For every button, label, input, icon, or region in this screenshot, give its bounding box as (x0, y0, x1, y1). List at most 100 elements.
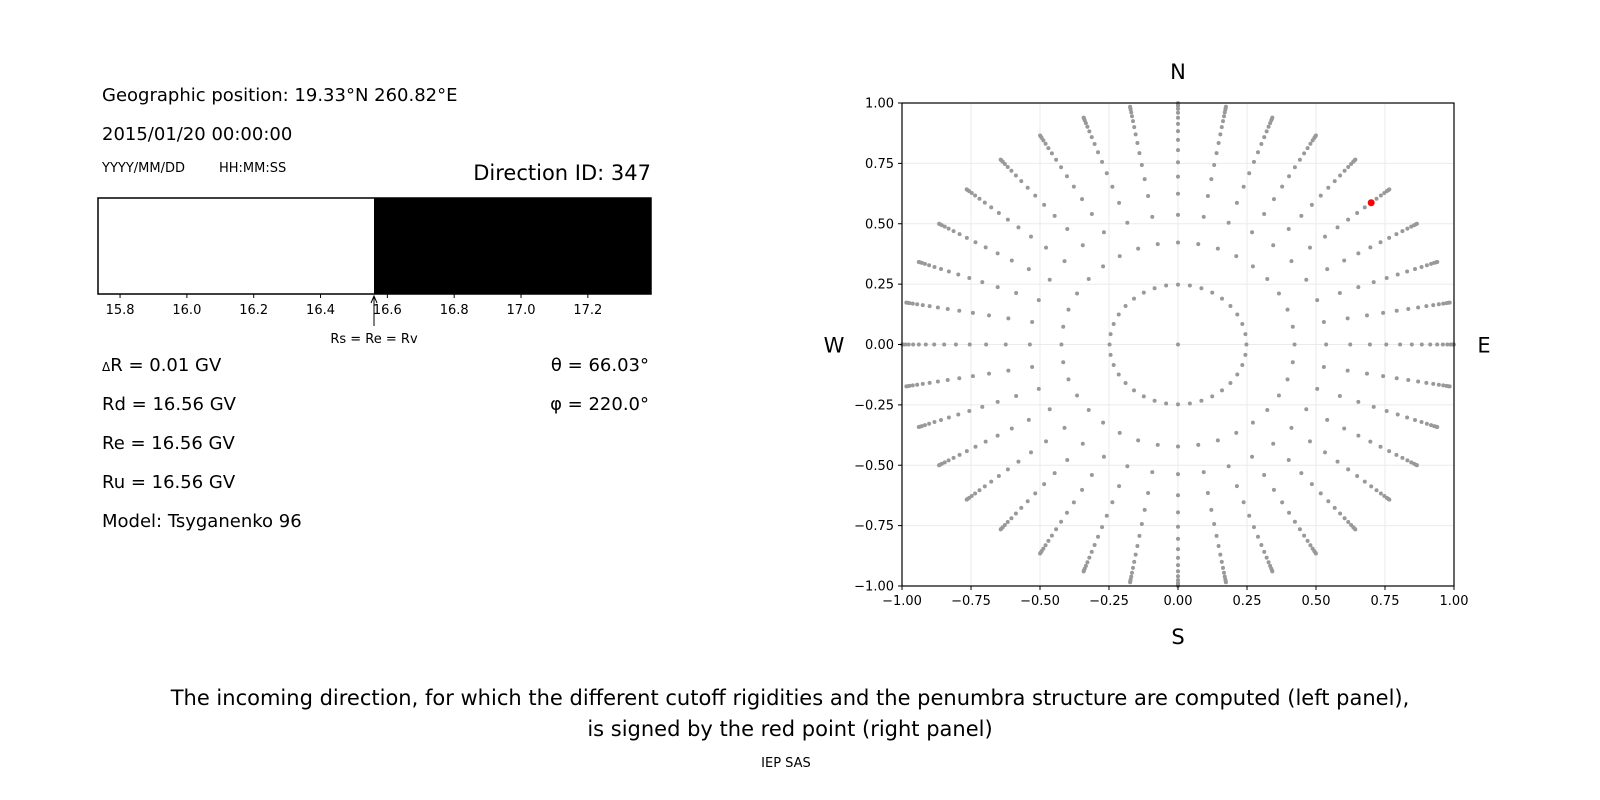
grid-point (1445, 342, 1450, 347)
grid-point (1228, 304, 1233, 309)
x-tick-label: 0.50 (1302, 594, 1331, 609)
grid-point (1220, 388, 1224, 393)
grid-point (1271, 441, 1276, 446)
grid-point (1080, 441, 1085, 446)
grid-point (1270, 569, 1275, 574)
y-tick-label: −0.25 (854, 398, 894, 413)
grid-point (1356, 433, 1361, 438)
grid-point (1128, 580, 1133, 585)
grid-point (1117, 484, 1122, 489)
grid-point (1308, 543, 1313, 548)
grid-point (1038, 551, 1043, 556)
grid-point (1271, 487, 1276, 492)
grid-point (1234, 430, 1239, 435)
grid-point (1176, 191, 1180, 196)
grid-point (1104, 171, 1109, 176)
grid-point (1345, 316, 1350, 321)
grid-point (970, 310, 975, 315)
grid-point (1081, 115, 1086, 120)
grid-point (1164, 401, 1169, 406)
grid-point (1132, 296, 1136, 301)
ru-value: Ru = 16.56 GV (102, 472, 236, 493)
grid-point (1176, 212, 1180, 217)
x-tick-label: 16.2 (239, 303, 268, 318)
grid-point (1287, 174, 1292, 179)
grid-point (1374, 196, 1379, 201)
grid-point (1061, 324, 1066, 329)
rd-value: Rd = 16.56 GV (102, 394, 236, 415)
grid-point (1424, 263, 1429, 268)
grid-point (1028, 234, 1033, 239)
grid-point (1210, 290, 1215, 295)
grid-point (1108, 352, 1113, 357)
grid-point (1049, 533, 1054, 538)
grid-point (1210, 394, 1215, 399)
grid-point (1270, 115, 1275, 120)
grid-point (935, 379, 940, 384)
grid-point (1014, 290, 1019, 295)
grid-point (1371, 404, 1376, 409)
grid-point (1201, 214, 1206, 219)
grid-point (1006, 368, 1011, 373)
grid-point (1081, 569, 1086, 574)
grid-point (1440, 342, 1445, 347)
grid-point (1176, 110, 1180, 115)
grid-point (1013, 511, 1018, 516)
grid-point (1323, 450, 1328, 455)
grid-point (1176, 137, 1180, 142)
grid-point (1342, 258, 1347, 263)
grid-point (1259, 142, 1264, 147)
grid-point (1321, 365, 1326, 370)
grid-point (1080, 197, 1085, 202)
grid-point (1435, 342, 1440, 347)
grid-point (1395, 412, 1400, 417)
grid-point (1220, 296, 1224, 301)
grid-point (1061, 360, 1066, 365)
grid-point (1101, 230, 1106, 235)
grid-point (956, 272, 961, 277)
grid-point (1155, 442, 1160, 447)
grid-point (1419, 420, 1424, 425)
grid-point (1307, 245, 1312, 250)
grid-point (1146, 490, 1151, 495)
grid-point (1286, 227, 1291, 232)
grid-point (1409, 342, 1414, 347)
grid-point (1271, 243, 1276, 248)
grid-point (1289, 259, 1294, 264)
grid-point (1218, 132, 1223, 137)
grid-point (1250, 230, 1255, 235)
grid-point (1117, 200, 1122, 205)
grid-point (1412, 267, 1417, 272)
grid-point (1116, 372, 1121, 377)
x-tick-label: 16.4 (306, 303, 335, 318)
grid-point (1013, 173, 1018, 178)
grid-point (1384, 408, 1389, 413)
grid-point (1262, 549, 1267, 554)
grid-point (916, 259, 921, 264)
grid-point (1176, 402, 1180, 407)
grid-point (1235, 372, 1240, 377)
grid-point (1218, 552, 1223, 557)
grid-point (945, 306, 950, 311)
grid-point (1325, 417, 1330, 422)
grid-point (910, 301, 915, 306)
grid-point (1335, 225, 1340, 230)
grid-point (1176, 569, 1180, 574)
grid-point (1436, 302, 1441, 307)
grid-point (1289, 425, 1294, 430)
selected-direction-point (1367, 199, 1375, 207)
grid-point (1216, 543, 1221, 548)
grid-point (1447, 384, 1452, 389)
theta-value: θ = 66.03° (550, 355, 649, 376)
grid-point (1369, 484, 1374, 489)
grid-point (957, 452, 962, 457)
grid-point (1243, 352, 1248, 357)
grid-point (1292, 165, 1297, 170)
grid-point (1019, 179, 1024, 184)
grid-point (1226, 464, 1231, 469)
grid-point (923, 342, 928, 347)
grid-point (1221, 114, 1226, 119)
grid-point (1346, 217, 1351, 222)
grid-point (1027, 342, 1032, 347)
grid-point (1030, 319, 1035, 324)
